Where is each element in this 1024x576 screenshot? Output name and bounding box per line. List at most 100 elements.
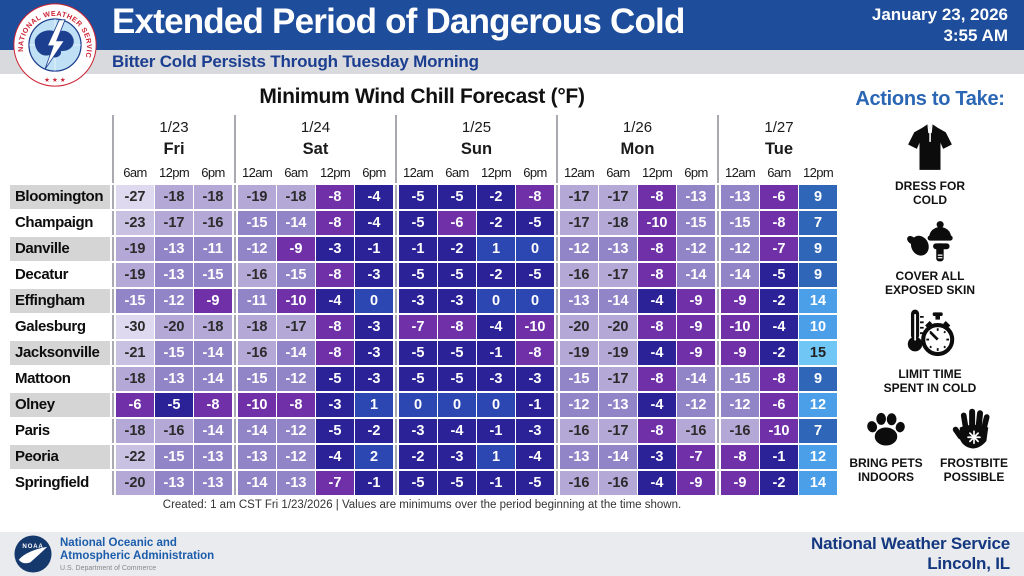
wind-chill-cell: -13 <box>194 471 232 495</box>
wind-chill-cell: -14 <box>238 419 276 443</box>
table-row: Jacksonville -21 -15 -14 -16 -14 -8 -3 -5 -5 -1 -8-… <box>10 341 837 365</box>
wind-chill-cell: 15 <box>799 341 837 365</box>
table-header-row: 1/23 Fri 6am 12pm 6pm 1/24 Sat 12am 6am 12pm 6pm 1/… <box>10 115 837 183</box>
city-label: Jacksonville <box>10 341 110 365</box>
day-group-header: 1/24 Sat 12am 6am 12pm 6pm <box>234 115 393 183</box>
wind-chill-cell: -12 <box>721 393 759 417</box>
wind-chill-cell: -10 <box>516 315 554 339</box>
wind-chill-cell: -9 <box>194 289 232 313</box>
wind-chill-cell: -13 <box>560 445 598 469</box>
wind-chill-cell: -8 <box>638 263 676 287</box>
wind-chill-cell: -4 <box>477 315 515 339</box>
day-group-cells: -12 -13 -8 -12 <box>556 237 715 261</box>
wind-chill-cell: -4 <box>760 315 798 339</box>
wind-chill-cell: -4 <box>638 393 676 417</box>
action-label: COVER ALL EXPOSED SKIN <box>884 269 976 297</box>
table-row: Effingham -15 -12 -9 -11 -10 -4 0 -3 -3 0 0 -13 -14 -4… <box>10 289 837 313</box>
wind-chill-cell: -13 <box>238 445 276 469</box>
wind-chill-cell: -5 <box>399 341 437 365</box>
wind-chill-cell: -4 <box>355 211 393 235</box>
wind-chill-cell: -14 <box>194 419 232 443</box>
wind-chill-cell: -17 <box>560 211 598 235</box>
wind-chill-table: 1/23 Fri 6am 12pm 6pm 1/24 Sat 12am 6am 12pm 6pm 1/… <box>10 115 837 495</box>
wind-chill-cell: -4 <box>516 445 554 469</box>
wind-chill-cell: -6 <box>116 393 154 417</box>
noaa-logo: NOAA <box>14 535 52 573</box>
wind-chill-cell: -13 <box>155 367 193 391</box>
table-row: Bloomington -27 -18 -18 -19 -18 -8 -4 -5 -5 -2 -8 -1… <box>10 185 837 209</box>
city-label: Effingham <box>10 289 110 313</box>
day-group-times: 12am 6am 12pm <box>721 162 837 183</box>
wind-chill-cell: -4 <box>638 471 676 495</box>
day-group-header: 1/27 Tue 12am 6am 12pm <box>717 115 837 183</box>
wind-chill-cell: -12 <box>677 393 715 417</box>
time-header: 6am <box>123 165 147 180</box>
table-row: Paris -18 -16 -14 -14 -12 -5 -2 -3 -4 -1 -3 -16 -17 -8… <box>10 419 837 443</box>
winter-gear-icon <box>907 221 953 262</box>
day-group-cells: -13 -12 -4 2 <box>234 445 393 469</box>
wind-chill-cell: -18 <box>599 211 637 235</box>
wind-chill-cell: -3 <box>638 445 676 469</box>
wind-chill-cell: -16 <box>238 341 276 365</box>
city-label: Peoria <box>10 445 110 469</box>
day-group-cells: 0 0 0 -1 <box>395 393 554 417</box>
wind-chill-cell: -5 <box>516 263 554 287</box>
wind-chill-cell: -14 <box>599 289 637 313</box>
wind-chill-cell: -3 <box>355 341 393 365</box>
wind-chill-cell: 9 <box>799 237 837 261</box>
wind-chill-cell: -22 <box>116 445 154 469</box>
day-group-cells: -14 -5 9 <box>717 263 837 287</box>
wind-chill-cell: -16 <box>560 263 598 287</box>
day-group-cells: -5 -5 -2 -5 <box>395 263 554 287</box>
wind-chill-cell: -18 <box>116 367 154 391</box>
day-group-times: 12am 6am 12pm 6pm <box>399 162 554 183</box>
issued-time: 3:55 AM <box>943 26 1008 45</box>
day-group-cells: -19 -19 -4 -9 <box>556 341 715 365</box>
day-group-cells: -16 -17 -8 -14 <box>556 263 715 287</box>
wind-chill-cell: -12 <box>277 367 315 391</box>
wind-chill-cell: -12 <box>560 237 598 261</box>
action-label: FROSTBITE POSSIBLE <box>940 456 1008 484</box>
day-group-cells: -5 -5 -3 -3 <box>395 367 554 391</box>
day-group-cells: -9 -2 14 <box>717 471 837 495</box>
action-cover-skin: COVER ALL EXPOSED SKIN <box>840 216 1020 297</box>
day-group-cells: -14 -12 -5 -2 <box>234 419 393 443</box>
wind-chill-cell: -10 <box>277 289 315 313</box>
wind-chill-cell: -14 <box>599 445 637 469</box>
wind-chill-cell: -8 <box>638 419 676 443</box>
day-group-cells: -12 -13 -4 -12 <box>556 393 715 417</box>
wind-chill-cell: -2 <box>477 185 515 209</box>
day-group-cells: -2 -3 1 -4 <box>395 445 554 469</box>
wind-chill-cell: -8 <box>316 185 354 209</box>
city-label: Galesburg <box>10 315 110 339</box>
wind-chill-cell: 2 <box>355 445 393 469</box>
day-group-cells: -19 -18 -8 -4 <box>234 185 393 209</box>
day-group-cells: -30 -20 -18 <box>112 315 232 339</box>
wind-chill-cell: -16 <box>155 419 193 443</box>
wind-chill-cell: -8 <box>516 185 554 209</box>
day-group-times: 6am 12pm 6pm <box>116 162 232 183</box>
day-group-cells: -19 -13 -15 <box>112 263 232 287</box>
wind-chill-cell: -8 <box>316 315 354 339</box>
day-group-cells: -15 -17 -8 -14 <box>556 367 715 391</box>
time-header: 12pm <box>480 165 512 180</box>
wind-chill-cell: -1 <box>355 471 393 495</box>
day-group-day: Tue <box>764 140 794 158</box>
day-group-cells: -20 -20 -8 -9 <box>556 315 715 339</box>
wind-chill-cell: -5 <box>438 263 476 287</box>
wind-chill-cell: -30 <box>116 315 154 339</box>
wind-chill-cell: -9 <box>721 471 759 495</box>
wind-chill-cell: -2 <box>760 289 798 313</box>
wind-chill-cell: -5 <box>438 471 476 495</box>
wind-chill-cell: -15 <box>238 367 276 391</box>
wind-chill-cell: -5 <box>316 419 354 443</box>
wind-chill-cell: -15 <box>194 263 232 287</box>
day-group-cells: -8 -1 12 <box>717 445 837 469</box>
day-group-cells: -16 -17 -8 -16 <box>556 419 715 443</box>
wind-chill-cell: -3 <box>355 367 393 391</box>
wind-chill-cell: -3 <box>438 289 476 313</box>
wind-chill-cell: -4 <box>438 419 476 443</box>
wind-chill-cell: -2 <box>477 263 515 287</box>
action-limit-time: LIMIT TIME SPENT IN COLD <box>840 306 1020 395</box>
time-header: 12pm <box>158 165 190 180</box>
